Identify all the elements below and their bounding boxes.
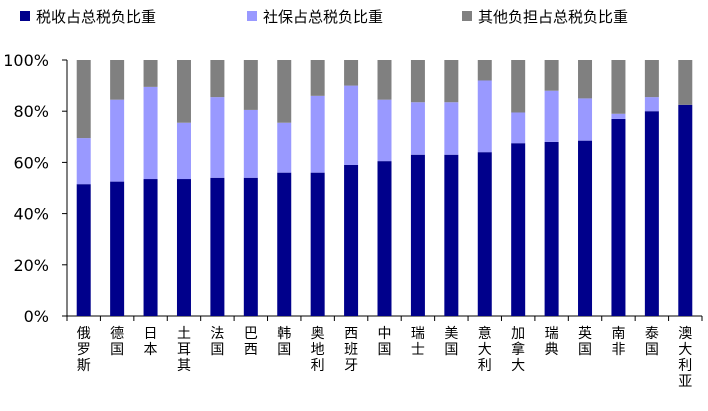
bar-segment-2-泰国: [644, 97, 659, 112]
x-category-label: 奥地利: [311, 325, 325, 374]
y-tick-label: 0%: [24, 307, 49, 326]
bar-segment-2-奥地利: [310, 95, 325, 173]
bar-segment-1-德国: [110, 181, 125, 316]
bar-segment-1-英国: [578, 140, 593, 316]
bar-segment-1-土耳其: [176, 179, 191, 316]
bar-segment-2-日本: [143, 86, 158, 180]
bar-segment-3-中国: [377, 60, 392, 100]
bar-segment-3-英国: [578, 60, 593, 99]
x-category-label: 巴西: [244, 326, 258, 358]
bar-segment-1-加拿大: [511, 143, 526, 316]
bar-segment-2-美国: [444, 102, 459, 155]
legend: 税收占总税负比重 社保占总税负比重 其他负担占总税负比重: [20, 8, 628, 26]
x-category-label: 澳大利亚: [678, 326, 692, 390]
y-tick-label: 100%: [3, 51, 49, 70]
bar-segment-2-瑞士: [410, 102, 425, 155]
bar-segment-3-美国: [444, 60, 459, 103]
bar-segment-1-澳大利亚: [678, 104, 693, 316]
bar-segment-2-英国: [578, 98, 593, 141]
y-tick-label: 80%: [13, 102, 49, 121]
x-category-label: 土耳其: [177, 326, 191, 374]
bar-segment-2-意大利: [477, 80, 492, 153]
axes: [62, 59, 703, 321]
legend-swatch-3: [462, 11, 472, 21]
legend-label-1: 税收占总税负比重: [36, 8, 156, 26]
bar-segment-3-巴西: [243, 60, 258, 110]
bar-segment-1-美国: [444, 154, 459, 316]
x-category-label: 德国: [110, 326, 124, 358]
x-category-label: 中国: [378, 326, 392, 358]
bar-segment-3-土耳其: [176, 60, 191, 123]
x-category-label: 美国: [444, 326, 458, 358]
bar-segment-2-俄罗斯: [76, 138, 91, 185]
bar-segment-1-巴西: [243, 177, 258, 316]
bar-segment-2-加拿大: [511, 112, 526, 144]
bar-segment-1-俄罗斯: [76, 184, 91, 316]
bar-segment-3-德国: [110, 60, 125, 100]
bar-segment-3-加拿大: [511, 60, 526, 113]
bar-segment-3-法国: [210, 60, 225, 98]
bar-segment-2-西班牙: [344, 85, 359, 165]
bar-segment-3-意大利: [477, 60, 492, 81]
legend-label-2: 社保占总税负比重: [263, 8, 383, 26]
x-category-label: 俄罗斯: [77, 326, 91, 374]
x-category-label: 法国: [210, 326, 224, 358]
bar-segment-1-西班牙: [344, 164, 359, 316]
bar-segment-3-瑞士: [410, 60, 425, 103]
bar-segment-3-俄罗斯: [76, 60, 91, 139]
y-tick-label: 60%: [13, 153, 49, 172]
x-category-label: 瑞士: [411, 326, 425, 358]
bar-segment-1-法国: [210, 177, 225, 316]
bar-segment-2-德国: [110, 99, 125, 182]
y-axis-tick-labels: 0% 20% 40% 60% 80% 100%: [3, 51, 49, 326]
x-category-label: 南非: [611, 326, 625, 358]
bar-segment-3-南非: [611, 60, 626, 114]
x-category-label: 泰国: [645, 326, 659, 358]
bar-segment-2-法国: [210, 97, 225, 178]
bar-segment-1-韩国: [277, 172, 292, 316]
bar-segment-1-瑞典: [544, 141, 559, 316]
bar-segment-2-土耳其: [176, 122, 191, 180]
bar-segment-1-日本: [143, 179, 158, 316]
bar-segment-3-西班牙: [344, 60, 359, 86]
x-category-label: 瑞典: [545, 326, 559, 358]
bar-segment-2-中国: [377, 99, 392, 162]
legend-swatch-1: [20, 11, 30, 21]
bar-segment-3-日本: [143, 60, 158, 87]
y-tick-label: 20%: [13, 256, 49, 275]
bar-segment-3-韩国: [277, 60, 292, 123]
bar-segment-2-瑞典: [544, 90, 559, 142]
bar-segment-1-意大利: [477, 152, 492, 316]
bar-segment-3-奥地利: [310, 60, 325, 96]
bars: [76, 60, 693, 316]
bar-segment-3-澳大利亚: [678, 60, 693, 105]
bar-segment-1-中国: [377, 161, 392, 316]
x-category-label: 加拿大: [511, 326, 525, 374]
x-category-label: 英国: [578, 325, 592, 358]
bar-segment-2-南非: [611, 113, 626, 119]
x-category-label: 日本: [144, 326, 158, 358]
bar-segment-2-巴西: [243, 109, 258, 178]
y-tick-label: 40%: [13, 205, 49, 224]
legend-swatch-2: [247, 11, 257, 21]
x-category-label: 西班牙: [344, 326, 358, 374]
bar-segment-1-奥地利: [310, 172, 325, 316]
x-category-label: 意大利: [478, 325, 492, 374]
bar-segment-3-泰国: [644, 60, 659, 98]
legend-label-3: 其他负担占总税负比重: [478, 8, 628, 26]
bar-segment-1-南非: [611, 118, 626, 316]
bar-segment-2-韩国: [277, 122, 292, 173]
bar-segment-1-瑞士: [410, 154, 425, 316]
bar-segment-1-泰国: [644, 111, 659, 316]
x-category-label: 韩国: [277, 326, 291, 358]
bar-segment-3-瑞典: [544, 60, 559, 91]
